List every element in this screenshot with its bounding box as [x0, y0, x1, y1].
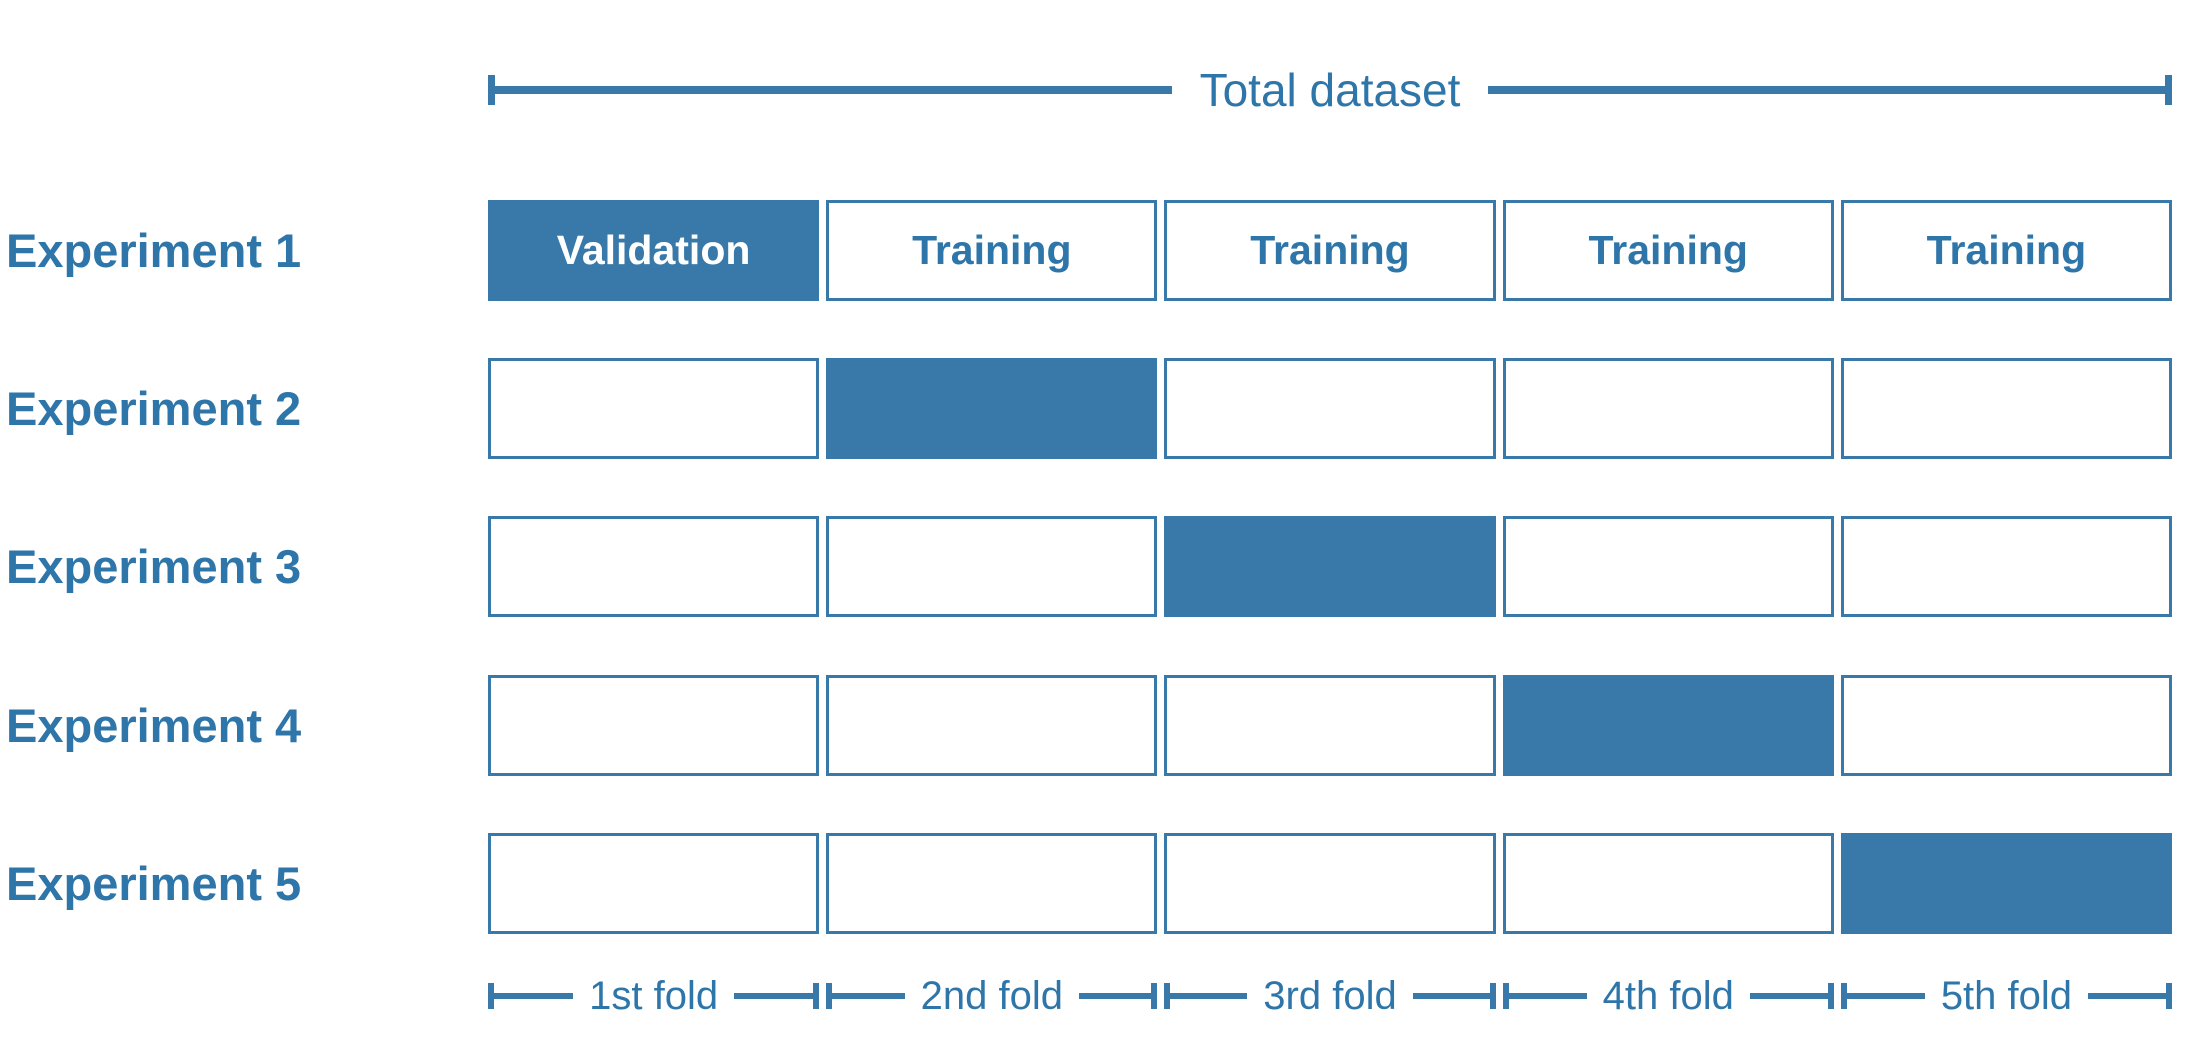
fold-cell — [1164, 516, 1496, 617]
experiment-label: Experiment 4 — [6, 699, 302, 752]
fold-cells — [488, 675, 2173, 776]
fold-label: 1st fold — [589, 973, 719, 1018]
fold-span-5: 5th fold — [1840, 970, 2173, 1022]
fold-left-tick — [1502, 983, 1587, 1009]
experiment-row-2: Experiment 2 — [0, 358, 2196, 459]
fold-cell: Training — [1164, 200, 1496, 301]
fold-left-tick — [1164, 983, 1248, 1009]
fold-left-tick — [1840, 983, 1925, 1009]
fold-cell — [826, 833, 1158, 934]
fold-cell — [826, 358, 1158, 459]
fold-cell — [1502, 516, 1834, 617]
fold-label: 4th fold — [1602, 973, 1734, 1018]
fold-cell — [488, 516, 820, 617]
fold-label: 2nd fold — [920, 973, 1063, 1018]
fold-cell — [826, 675, 1158, 776]
fold-cell — [1164, 358, 1496, 459]
fold-cells — [488, 358, 2173, 459]
fold-cell — [1840, 675, 2173, 776]
fold-cell — [1840, 833, 2173, 934]
bracket-line-left — [488, 75, 1172, 105]
experiment-row-3: Experiment 3 — [0, 516, 2196, 617]
experiment-label: Experiment 2 — [6, 382, 302, 435]
fold-cell — [1164, 833, 1496, 934]
fold-right-tick — [1078, 983, 1158, 1009]
fold-span-1: 1st fold — [488, 970, 820, 1022]
experiment-label: Experiment 3 — [6, 540, 302, 593]
total-dataset-bracket: Total dataset — [488, 64, 2172, 116]
fold-cell: Training — [1840, 200, 2173, 301]
fold-span-3: 3rd fold — [1164, 970, 1496, 1022]
experiment-label: Experiment 5 — [6, 857, 302, 910]
fold-cell — [1840, 358, 2173, 459]
experiment-row-1: Experiment 1 Validation Training Trainin… — [0, 200, 2196, 301]
experiment-row-5: Experiment 5 — [0, 833, 2196, 934]
fold-cell — [1164, 675, 1496, 776]
fold-left-tick — [488, 983, 574, 1009]
fold-cells: Validation Training Training Training Tr… — [488, 200, 2173, 301]
experiment-row-4: Experiment 4 — [0, 675, 2196, 776]
fold-right-tick — [734, 983, 820, 1009]
fold-label: 3rd fold — [1263, 973, 1397, 1018]
fold-cell: Training — [1502, 200, 1834, 301]
experiment-label: Experiment 1 — [6, 224, 302, 277]
fold-cell — [1502, 358, 1834, 459]
fold-cell — [488, 833, 820, 934]
fold-cell — [488, 675, 820, 776]
fold-span-2: 2nd fold — [826, 970, 1158, 1022]
fold-cell — [1502, 675, 1834, 776]
fold-cell — [1840, 516, 2173, 617]
fold-span-4: 4th fold — [1502, 970, 1834, 1022]
fold-left-tick — [826, 983, 906, 1009]
fold-right-tick — [1749, 983, 1834, 1009]
fold-label: 5th fold — [1940, 973, 2073, 1018]
total-dataset-label: Total dataset — [1199, 64, 1461, 116]
fold-cells — [488, 833, 2173, 934]
fold-right-tick — [1412, 983, 1496, 1009]
fold-cell: Training — [826, 200, 1158, 301]
fold-cell — [826, 516, 1158, 617]
fold-right-tick — [2088, 983, 2173, 1009]
fold-cell: Validation — [488, 200, 820, 301]
fold-cell — [488, 358, 820, 459]
fold-axis: 1st fold 2nd fold 3rd fold 4th fold 5th … — [488, 970, 2173, 1022]
bracket-line-right — [1488, 75, 2172, 105]
fold-cell — [1502, 833, 1834, 934]
fold-cells — [488, 516, 2173, 617]
